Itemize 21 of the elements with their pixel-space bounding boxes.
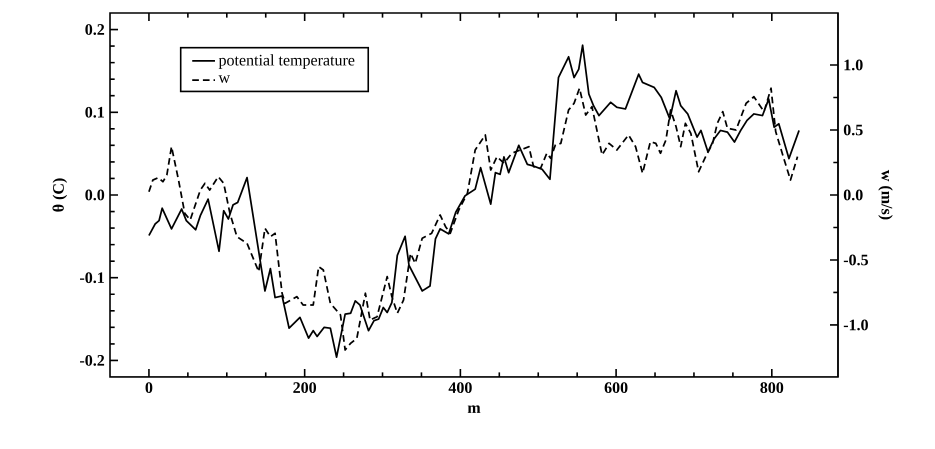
x-tick-label: 400 <box>448 382 472 394</box>
y-tick-label: 0.1 <box>85 106 104 118</box>
y2-tick-label: -1.0 <box>844 320 868 330</box>
x-tick-label: 600 <box>604 382 628 394</box>
y-tick-label: 0.0 <box>85 190 104 200</box>
y2-tick-label: 0.0 <box>844 190 863 200</box>
line-series <box>148 44 800 358</box>
y-axis-title: θ (C) <box>52 178 68 212</box>
x-axis-title: m <box>468 405 480 413</box>
x-tick-label: 0 <box>146 382 152 394</box>
y2-tick-label: -0.5 <box>844 254 868 266</box>
y2-tick-label: 0.5 <box>844 124 863 136</box>
y2-tick-label: 1.0 <box>844 60 863 70</box>
x-tick-label: 800 <box>760 382 784 394</box>
legend-label: potential temperature <box>218 54 354 69</box>
y-tick-label: 0.2 <box>85 24 104 35</box>
x-tick-label: 200 <box>293 382 316 394</box>
y-tick-label: -0.2 <box>80 355 104 366</box>
y2-axis-title: w (m/s) <box>878 170 893 220</box>
legend-label: w <box>218 75 230 83</box>
y-tick-label: -0.1 <box>80 272 104 284</box>
